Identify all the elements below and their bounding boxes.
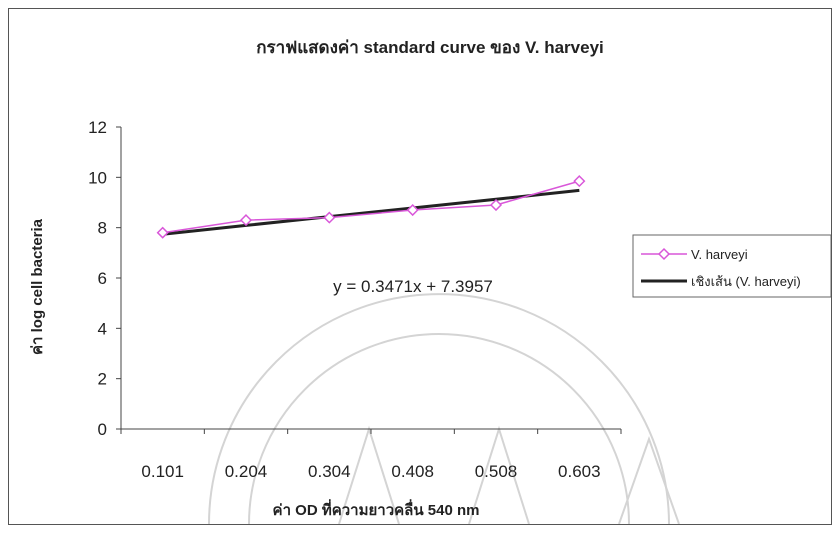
y-tick-label: 4 — [98, 319, 107, 338]
legend: V. harveyi เชิงเส้น (V. harveyi) — [632, 234, 831, 298]
data-point-v-harveyi — [489, 198, 503, 212]
data-point-v-harveyi — [406, 203, 419, 217]
legend-label-v-harveyi: V. harveyi — [691, 247, 748, 262]
legend-label-trendline: เชิงเส้น (V. harveyi) — [691, 274, 801, 289]
y-tick-label: 0 — [98, 420, 107, 439]
series-line-v-harveyi — [162, 180, 580, 234]
y-axis-title: ค่า log cell bacteria — [29, 218, 46, 355]
chart-svg: กราฟแสดงค่า standard curve ของ V. harvey… — [29, 38, 831, 524]
data-point-v-harveyi — [156, 226, 169, 239]
y-tick-label: 12 — [88, 118, 107, 137]
x-tick-label: 0.304 — [308, 462, 351, 481]
data-point-v-harveyi — [323, 211, 336, 224]
x-tick-label: 0.101 — [141, 462, 184, 481]
trendline-equation: y = 0.3471x + 7.3957 — [333, 277, 493, 296]
chart-title: กราฟแสดงค่า standard curve ของ V. harvey… — [256, 38, 604, 57]
x-tick-label: 0.408 — [391, 462, 434, 481]
legend-box — [632, 234, 831, 298]
x-tick-label: 0.508 — [475, 462, 518, 481]
plot-area: 0 2 4 6 8 10 12 0.101 0.204 0.304 0.408 0.508 0.603 — [88, 118, 622, 481]
y-tick-label: 10 — [88, 168, 107, 187]
x-axis-title: ค่า OD ที่ความยาวคลื่น 540 nm — [273, 499, 480, 519]
data-point-v-harveyi — [573, 175, 586, 188]
x-tick-label: 0.603 — [558, 462, 601, 481]
x-tick-label: 0.204 — [225, 462, 268, 481]
chart-frame: กราฟแสดงค่า standard curve ของ V. harvey… — [8, 8, 832, 525]
data-point-v-harveyi — [239, 214, 253, 227]
legend-marker-v-harveyi — [657, 247, 671, 261]
series-line-trendline — [162, 188, 580, 236]
y-tick-label: 8 — [98, 219, 107, 238]
y-tick-label: 2 — [98, 370, 107, 389]
y-tick-label: 6 — [98, 269, 107, 288]
watermark-seal — [208, 293, 680, 524]
